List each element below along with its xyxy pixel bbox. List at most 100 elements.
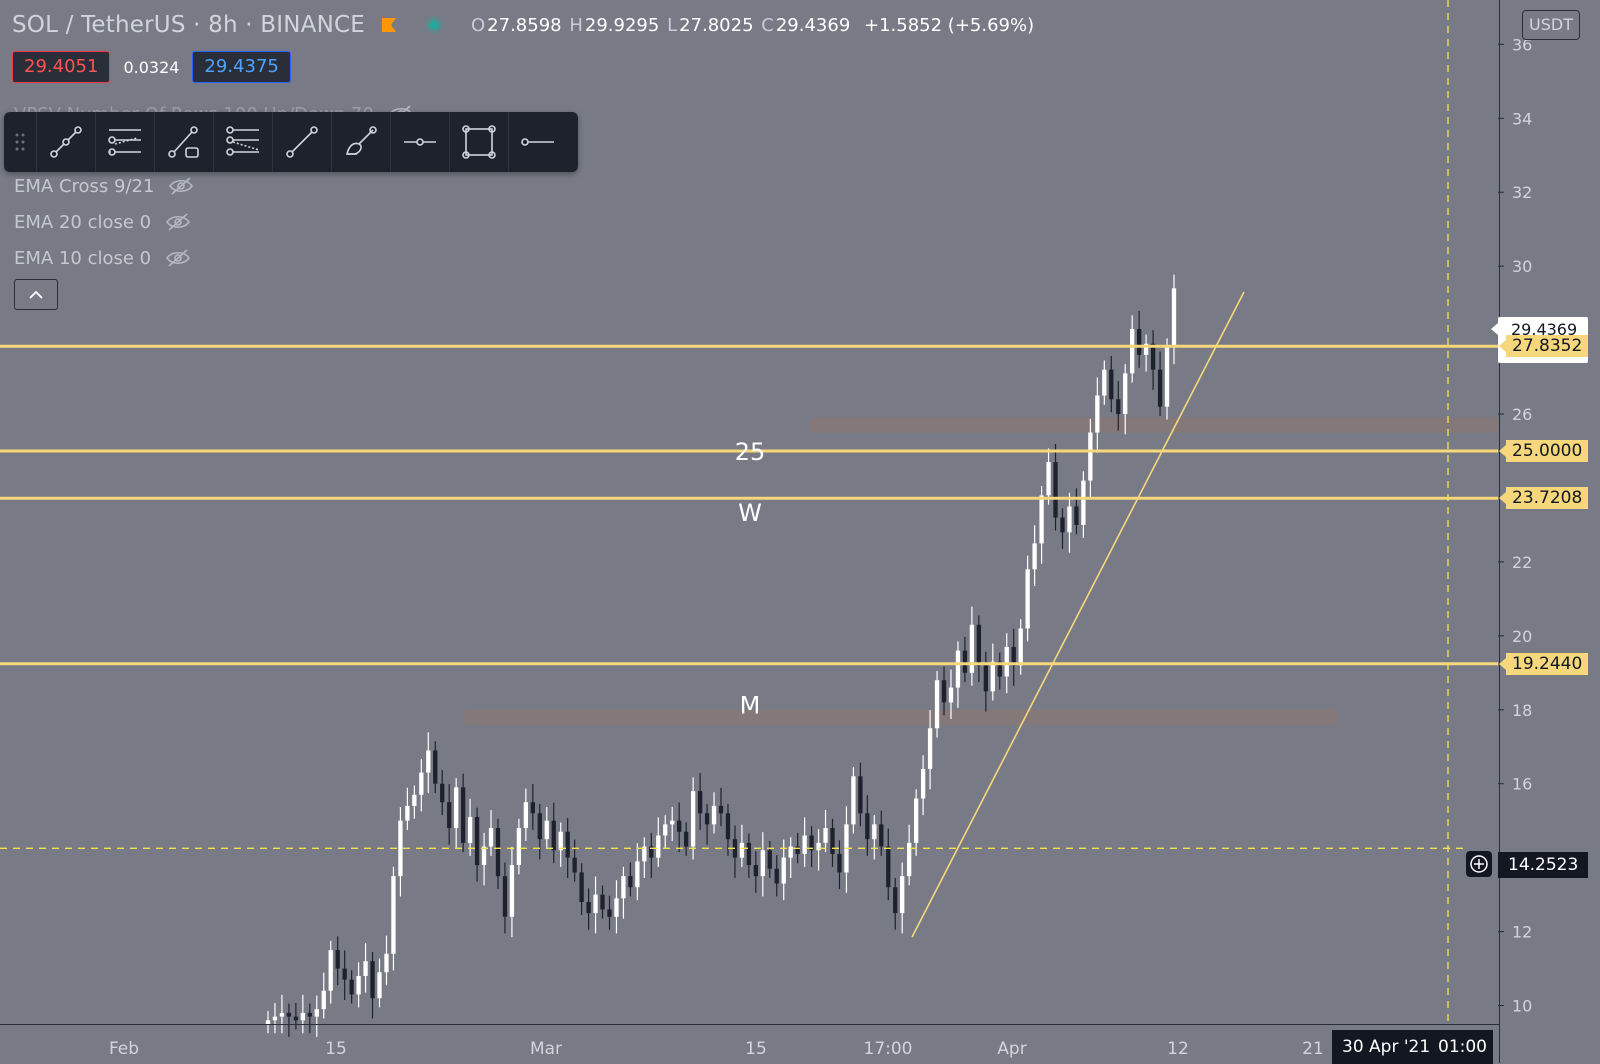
- candle: [955, 650, 961, 688]
- candle: [969, 624, 975, 673]
- chevron-up-icon: [29, 290, 43, 299]
- candle: [481, 846, 487, 866]
- indicator-item[interactable]: EMA 10 close 0: [14, 240, 414, 276]
- fib-retracement-tool-icon[interactable]: [95, 112, 154, 172]
- sell-button[interactable]: 29.4051: [12, 51, 111, 83]
- drag-handle-icon[interactable]: [4, 112, 36, 172]
- candle: [1157, 369, 1163, 407]
- chart-annotation: W: [738, 499, 762, 527]
- eye-hidden-icon[interactable]: [168, 176, 194, 196]
- candle: [663, 824, 668, 836]
- candle: [816, 842, 821, 851]
- candle: [760, 850, 765, 877]
- candle: [433, 750, 438, 784]
- indicator-item[interactable]: EMA Cross 9/21: [14, 168, 414, 204]
- candle: [419, 772, 424, 795]
- candle: [1164, 347, 1170, 407]
- candle: [1081, 480, 1086, 525]
- candle: [683, 831, 689, 847]
- candle: [565, 831, 570, 858]
- buy-button[interactable]: 29.4375: [192, 51, 291, 83]
- y-tick-label: 10: [1512, 997, 1532, 1016]
- candle: [879, 824, 884, 847]
- candle: [321, 990, 326, 1010]
- trend-line-tool-icon[interactable]: [36, 112, 95, 172]
- candle: [830, 828, 835, 854]
- candle: [704, 813, 710, 825]
- brush-tool-icon[interactable]: [331, 112, 390, 172]
- candle: [809, 835, 814, 851]
- price-axis[interactable]: [1499, 0, 1600, 1063]
- candle: [447, 802, 452, 829]
- currency-button[interactable]: USDT: [1522, 10, 1580, 40]
- close-value: 29.4369: [775, 14, 851, 36]
- chart-annotation: 25: [735, 438, 766, 466]
- y-tick-label: 26: [1512, 405, 1532, 424]
- eye-hidden-icon[interactable]: [165, 248, 191, 268]
- candle: [837, 853, 842, 873]
- candle: [635, 861, 640, 888]
- candle: [405, 805, 410, 821]
- candle: [795, 846, 800, 854]
- candle: [356, 975, 361, 995]
- candle: [948, 687, 954, 703]
- candle: [962, 650, 968, 673]
- candle: [1102, 369, 1107, 396]
- rectangle-tool-icon[interactable]: [449, 112, 508, 172]
- trend-line: [911, 291, 1245, 938]
- x-tick-label: 15: [325, 1039, 347, 1059]
- time-axis[interactable]: [0, 1024, 1500, 1064]
- candle: [746, 842, 752, 866]
- line-tool-icon[interactable]: [154, 112, 213, 172]
- flag-icon[interactable]: [381, 17, 397, 33]
- candle: [1039, 495, 1044, 544]
- candle: [384, 953, 389, 973]
- candle: [913, 798, 919, 843]
- candle: [900, 876, 905, 914]
- y-tick-label: 30: [1512, 257, 1532, 276]
- candle: [440, 783, 445, 803]
- candle: [753, 865, 759, 877]
- candle: [767, 850, 772, 869]
- add-alert-button[interactable]: [1466, 851, 1492, 877]
- candle: [976, 624, 982, 666]
- indicator-label: EMA 20 close 0: [14, 211, 152, 233]
- crosshair-time-label: 01:00: [1432, 1030, 1493, 1064]
- candle: [509, 865, 515, 917]
- ray-tool-icon[interactable]: [272, 112, 331, 172]
- candle: [363, 961, 368, 976]
- high-value: 29.9295: [584, 14, 660, 36]
- candle: [328, 950, 333, 991]
- level-price-badge: 23.7208: [1498, 487, 1589, 510]
- eye-hidden-icon[interactable]: [165, 212, 191, 232]
- candle: [1143, 343, 1149, 355]
- candle: [1116, 399, 1121, 415]
- symbol-title[interactable]: SOL / TetherUS · 8h · BINANCE: [12, 12, 365, 38]
- candle: [893, 887, 898, 914]
- candle: [272, 1016, 278, 1021]
- horizontal-ray-tool-icon[interactable]: [508, 112, 567, 172]
- candle: [1018, 628, 1023, 666]
- indicator-item[interactable]: EMA 20 close 0: [14, 204, 414, 240]
- candle: [523, 802, 529, 829]
- candle: [342, 968, 347, 980]
- candle: [1136, 329, 1142, 355]
- candle: [502, 876, 508, 917]
- candle: [920, 768, 926, 799]
- candle: [621, 876, 626, 899]
- candle: [1150, 343, 1156, 370]
- candle: [656, 835, 661, 858]
- candle: [1046, 462, 1051, 496]
- horizontal-line-tool-icon[interactable]: [390, 112, 449, 172]
- pitchfork-tool-icon[interactable]: [213, 112, 272, 172]
- y-tick-label: 20: [1512, 627, 1532, 646]
- plus-circle-icon: [1470, 855, 1488, 873]
- y-tick-label: 34: [1512, 109, 1532, 128]
- open-value: 27.8598: [487, 14, 562, 36]
- collapse-legend-button[interactable]: [14, 279, 58, 310]
- candle: [391, 876, 396, 954]
- candle: [1123, 373, 1128, 415]
- candle: [1032, 543, 1037, 570]
- candle: [1060, 517, 1065, 533]
